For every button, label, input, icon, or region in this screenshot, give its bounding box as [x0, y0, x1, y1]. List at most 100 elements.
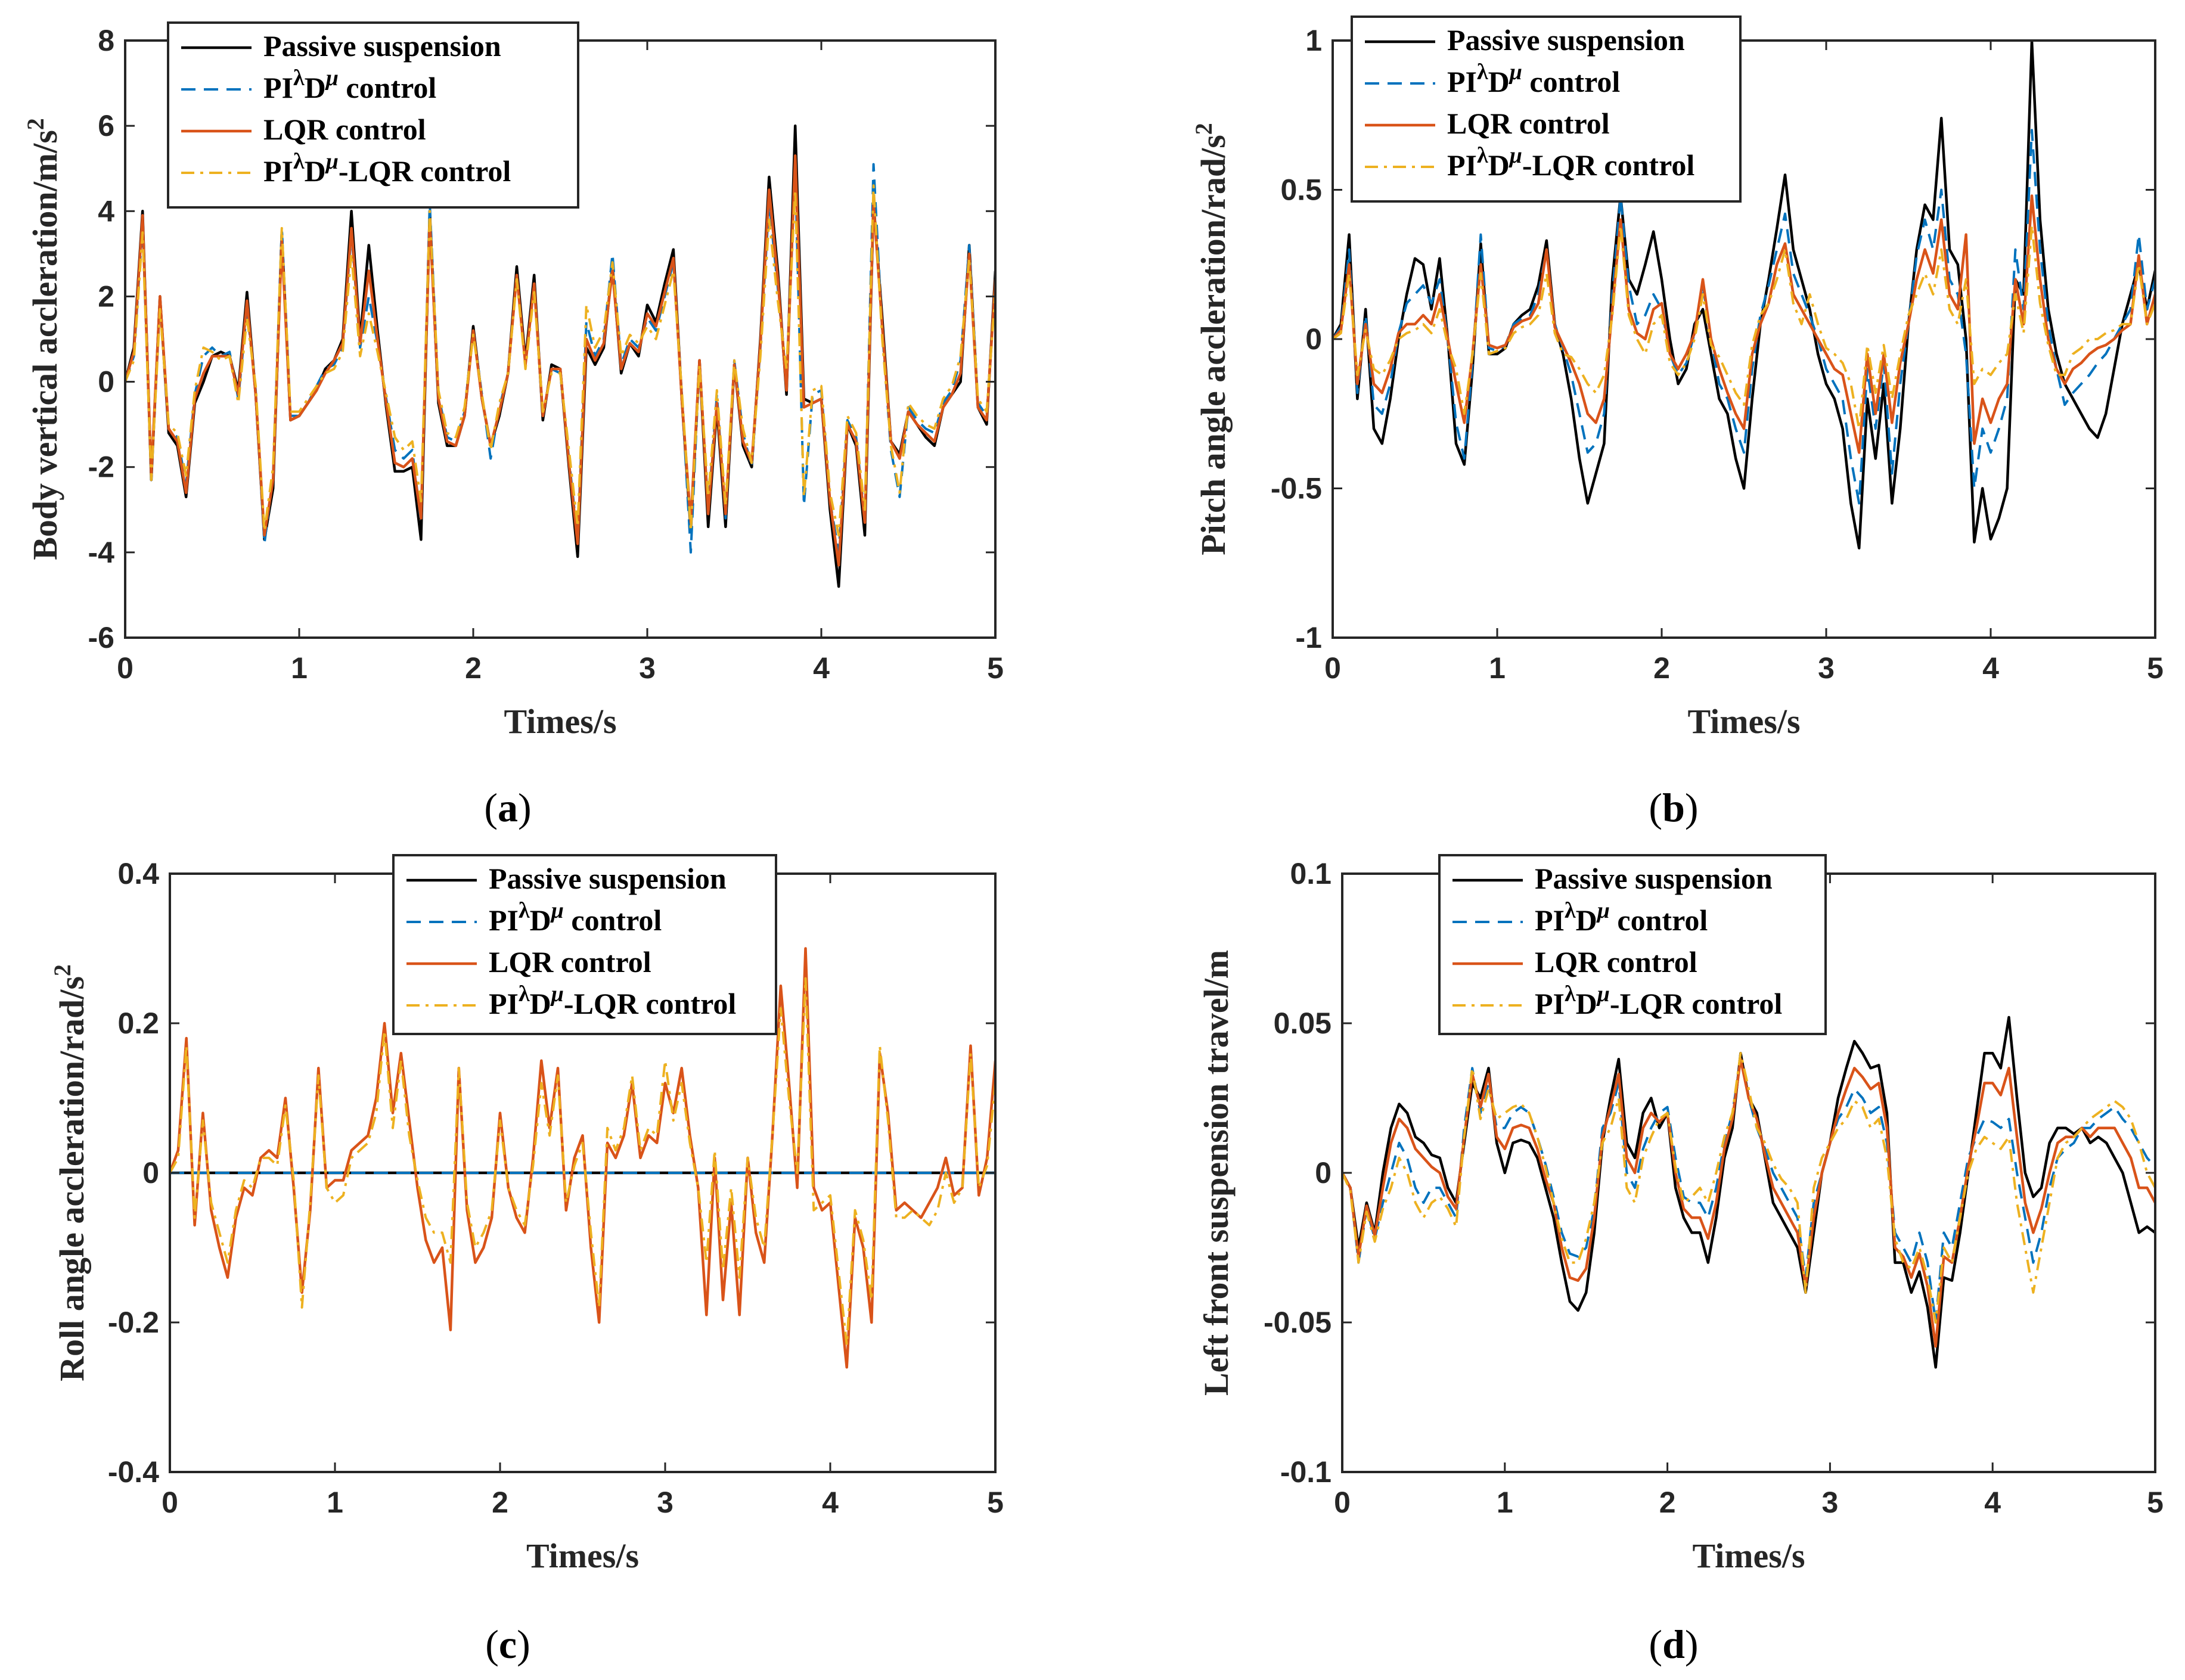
y-tick-label: 1: [1305, 24, 1322, 57]
y-tick-label: -0.1: [1280, 1455, 1332, 1489]
series-line-combo: [1342, 1052, 2155, 1324]
legend-entry-lqr: LQR control: [1535, 945, 1697, 979]
legend-entry-lqr: LQR control: [1447, 107, 1610, 140]
x-tick-label: 0: [1334, 1486, 1351, 1519]
series-line-pid: [125, 163, 995, 554]
y-tick-label: -4: [88, 536, 115, 569]
x-axis-label: Times/s: [504, 702, 616, 741]
x-tick-label: 1: [1497, 1486, 1513, 1519]
y-tick-label: -0.05: [1264, 1306, 1332, 1339]
series-line-combo: [1333, 224, 2155, 430]
x-tick-label: 2: [492, 1486, 508, 1519]
series-line-combo: [125, 184, 995, 537]
series-line-pid: [1342, 1058, 2155, 1324]
x-tick-label: 2: [465, 651, 482, 685]
y-tick-label: 6: [98, 109, 114, 142]
panel-caption-letter: b: [1662, 785, 1685, 830]
series-group: [125, 124, 995, 588]
y-tick-label: 0.05: [1274, 1007, 1332, 1040]
x-tick-label: 1: [327, 1486, 343, 1519]
x-tick-label: 4: [822, 1486, 839, 1519]
series-group: [1333, 41, 2155, 549]
panel-caption: (b): [1649, 785, 1698, 830]
series-group: [1342, 1016, 2155, 1369]
x-tick-label: 2: [1659, 1486, 1676, 1519]
y-tick-label: 4: [98, 194, 114, 228]
x-tick-label: 3: [639, 651, 656, 685]
y-tick-label: -2: [88, 451, 114, 484]
x-tick-label: 4: [1982, 651, 1999, 685]
series-line-lqr: [1333, 194, 2155, 454]
chart-d: 0 1 2 3 4 5 -0.1 -0.05 0 0.05 0.1 Times/s Left front…: [1197, 854, 2164, 1667]
x-tick-label: 0: [162, 1486, 178, 1519]
legend-entry-pid: PIλDμ control: [1447, 60, 1620, 98]
legend-box: [167, 21, 579, 209]
panel-caption-letter: a: [498, 785, 518, 830]
legend-box: [1351, 15, 1742, 203]
legend-box: [392, 854, 777, 1035]
y-axis-label: Pitch angle accleration/rad/s2: [1190, 123, 1233, 555]
chart-a: 0 1 2 3 4 5 -6 -4 -2 0 2 4 6 8 Times/s Body vertical ac…: [22, 21, 1004, 830]
x-tick-label: 0: [117, 651, 134, 685]
y-tick-label: 0.2: [117, 1007, 159, 1040]
panel-caption: (d): [1649, 1622, 1698, 1667]
y-axis-label: Roll angle accleration/rad/s2: [49, 964, 92, 1381]
legend-box: [1438, 854, 1827, 1035]
y-tick-label: 0.1: [1290, 857, 1332, 890]
x-tick-label: 3: [1821, 1486, 1838, 1519]
x-tick-label: 5: [2147, 651, 2164, 685]
legend-entry-passive: Passive suspension: [489, 862, 727, 895]
y-tick-label: -1: [1296, 621, 1322, 654]
x-tick-label: 2: [1653, 651, 1670, 685]
y-tick-label: 0.4: [117, 857, 159, 890]
chart-c: 0 1 2 3 4 5 -0.4 -0.2 0 0.2 0.4 Times/s Roll angle a…: [49, 854, 1004, 1667]
x-tick-label: 1: [291, 651, 308, 685]
x-tick-label: 5: [987, 651, 1004, 685]
legend-entry-pid: PIλDμ control: [263, 66, 436, 104]
legend-entry-passive: Passive suspension: [1535, 862, 1773, 895]
y-tick-label: -6: [88, 621, 114, 654]
series-line-lqr: [170, 947, 995, 1369]
y-tick-label: -0.2: [108, 1306, 159, 1339]
legend-entry-combo: PIλDμ-LQR control: [489, 982, 736, 1020]
x-tick-label: 5: [987, 1486, 1004, 1519]
legend-entry-combo: PIλDμ-LQR control: [1447, 143, 1694, 182]
y-axis-label: Left front suspension travel/m: [1197, 950, 1236, 1396]
y-tick-label: 2: [98, 280, 114, 313]
legend-entry-lqr: LQR control: [489, 945, 651, 979]
series-line-pid: [1333, 129, 2155, 505]
y-axis-label: Body vertical accleration/m/s2: [22, 118, 65, 560]
legend-entry-lqr: LQR control: [263, 113, 426, 146]
y-tick-label: 0.5: [1280, 173, 1322, 207]
series-line-lqr: [125, 154, 995, 567]
x-tick-label: 4: [1984, 1486, 2001, 1519]
x-tick-label: 3: [657, 1486, 673, 1519]
legend-entry-passive: Passive suspension: [1447, 23, 1685, 57]
y-tick-label: 0: [1315, 1156, 1332, 1190]
y-tick-label: -0.5: [1271, 472, 1322, 505]
legend-entry-pid: PIλDμ control: [1535, 898, 1708, 937]
y-tick-label: 0: [142, 1156, 159, 1190]
x-tick-label: 0: [1324, 651, 1341, 685]
legend-entry-combo: PIλDμ-LQR control: [263, 149, 511, 188]
series-line-lqr: [1342, 1057, 2155, 1348]
x-axis-label: Times/s: [526, 1536, 639, 1575]
legend-entry-passive: Passive suspension: [263, 29, 501, 63]
y-tick-label: -0.4: [108, 1455, 159, 1489]
panel-caption-letter: c: [499, 1622, 517, 1667]
x-tick-label: 4: [813, 651, 830, 685]
y-tick-label: 0: [98, 365, 114, 399]
x-axis-label: Times/s: [1687, 702, 1800, 741]
x-tick-label: 5: [2147, 1486, 2164, 1519]
x-tick-label: 3: [1818, 651, 1835, 685]
chart-b: 0 1 2 3 4 5 -1 -0.5 0 0.5 1 Times/s Pitch angle accl…: [1190, 15, 2164, 830]
panel-caption: (c): [485, 1622, 530, 1667]
y-tick-label: 0: [1305, 322, 1322, 356]
panel-caption: (a): [484, 785, 531, 830]
series-line-combo: [170, 977, 995, 1346]
panel-caption-letter: d: [1662, 1622, 1685, 1667]
